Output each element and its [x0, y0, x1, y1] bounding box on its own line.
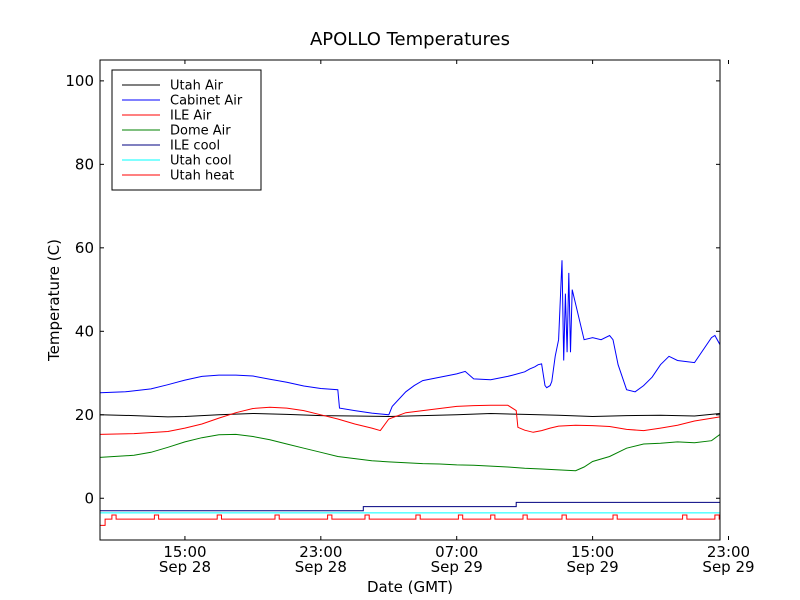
y-tick-label: 60 — [75, 239, 94, 257]
x-tick-label-time: 23:00 — [707, 543, 750, 561]
x-tick-label-date: Sep 29 — [702, 558, 754, 576]
legend-entry-label: ILE cool — [170, 139, 220, 154]
x-tick-label-date: Sep 28 — [159, 558, 211, 576]
chart-title: APOLLO Temperatures — [310, 29, 510, 50]
x-tick-label-time: 15:00 — [571, 543, 614, 561]
legend-entry-label: Cabinet Air — [170, 94, 243, 109]
series-line-utah-heat — [100, 514, 720, 526]
x-tick-label-date: Sep 29 — [431, 558, 483, 576]
legend-entry-label: Utah cool — [170, 154, 232, 169]
series-line-ile-cool — [100, 501, 720, 512]
plot-area — [99, 59, 721, 541]
legend-entry-label: Dome Air — [170, 124, 231, 139]
x-tick-label-time: 15:00 — [163, 543, 206, 561]
y-axis-label: Temperature (C) — [45, 239, 63, 362]
x-tick-label-time: 23:00 — [299, 543, 342, 561]
y-tick-label: 80 — [75, 155, 94, 173]
y-tick-label: 40 — [75, 322, 94, 340]
y-tick-label: 0 — [84, 489, 94, 507]
series-group — [100, 260, 720, 526]
x-tick-label-date: Sep 28 — [295, 558, 347, 576]
plot-frame — [99, 59, 721, 541]
series-line-ile-air — [100, 404, 720, 435]
y-tick-label: 100 — [65, 72, 94, 90]
y-axis-ticks: 0 20 40 60 80 100 — [65, 72, 720, 507]
x-tick-label-date: Sep 29 — [567, 558, 619, 576]
x-tick-label-time: 07:00 — [435, 543, 478, 561]
series-line-dome-air — [100, 433, 720, 472]
series-line-cabinet-air — [100, 260, 720, 416]
legend-entry-label: Utah heat — [170, 169, 234, 184]
legend-entry-label: Utah Air — [170, 79, 223, 94]
legend-entry-label: ILE Air — [170, 109, 212, 124]
y-tick-label: 20 — [75, 406, 94, 424]
x-axis-label: Date (GMT) — [367, 578, 453, 596]
series-line-utah-air — [100, 412, 720, 418]
